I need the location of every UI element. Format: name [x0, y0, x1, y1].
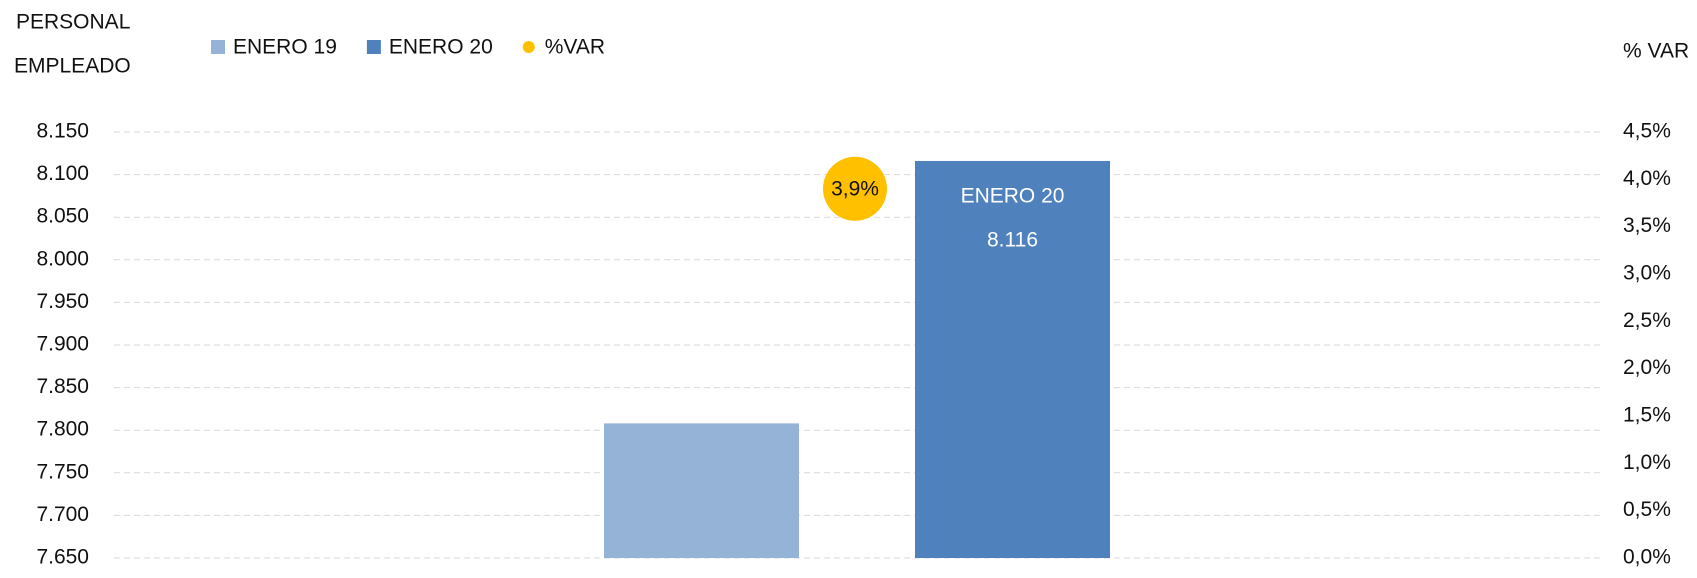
y-tick-label: 8.050: [36, 205, 89, 228]
y2-tick-label: 1,0%: [1623, 451, 1671, 474]
bar-series-label: ENERO 20: [961, 185, 1065, 208]
y-tick-label: 8.000: [36, 247, 89, 270]
point: [823, 156, 887, 221]
y-tick-label: 7.700: [36, 503, 89, 526]
y2-tick-label: 2,0%: [1623, 356, 1671, 379]
y-tick-label: 7.650: [36, 546, 89, 569]
y-tick-label: 7.750: [36, 460, 89, 483]
y-tick-label: 8.100: [36, 162, 89, 185]
y2-tick-label: 1,5%: [1623, 404, 1671, 427]
y-tick-label: 7.850: [36, 375, 89, 398]
legend-label: %VAR: [545, 36, 605, 59]
y2-tick-label: 3,0%: [1623, 262, 1671, 285]
y-tick-label: 7.800: [36, 418, 89, 441]
y2-tick-label: 4,0%: [1623, 167, 1671, 190]
legend-label: ENERO 20: [389, 36, 493, 59]
data-label: 8.116: [987, 229, 1038, 252]
bar: [604, 423, 799, 558]
y2-tick-label: 2,5%: [1623, 309, 1671, 332]
y2-tick-label: 0,5%: [1623, 498, 1671, 521]
y-tick-label: 7.950: [36, 290, 89, 313]
y-axis-title: PERSONAL: [16, 11, 130, 34]
data-label: 3,9%: [831, 177, 879, 200]
y2-tick-label: 3,5%: [1623, 214, 1671, 237]
legend-marker: [522, 41, 535, 53]
y2-tick-label: 4,5%: [1623, 120, 1671, 143]
legend-label: ENERO 19: [233, 36, 337, 59]
y2-tick-label: 0,0%: [1623, 546, 1671, 569]
legend-marker: [211, 40, 225, 54]
y-tick-label: 7.900: [36, 333, 89, 356]
y-tick-label: 8.150: [36, 120, 89, 143]
y-axis-title: EMPLEADO: [14, 55, 131, 78]
y2-axis-title: % VAR: [1623, 40, 1689, 63]
legend-marker: [366, 40, 381, 54]
bar: [915, 160, 1110, 558]
